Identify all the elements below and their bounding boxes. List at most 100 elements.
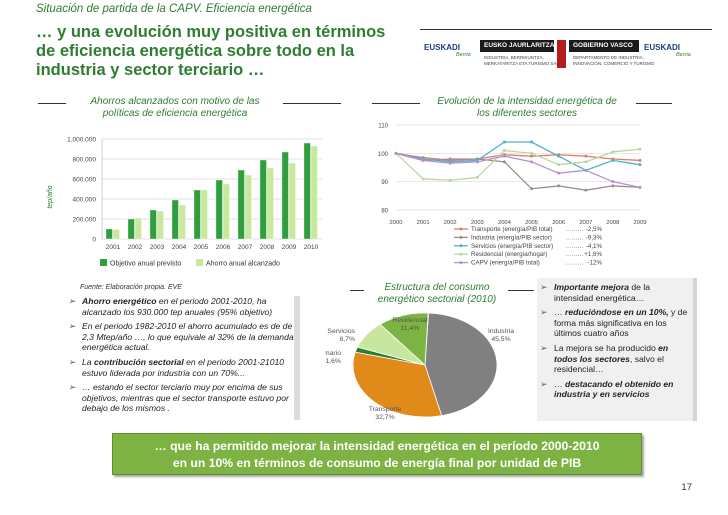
line-legend-label: CAPV (energía/PIB total): [471, 260, 540, 267]
arrow-bullet-icon: ➢: [68, 356, 76, 367]
line-series-4: [395, 152, 641, 188]
title-line-1: … y una evolución muy positiva en términ…: [36, 23, 386, 41]
line-section-title: Evolución de la intensidad energética de…: [420, 96, 634, 120]
bar-objetivo-2005: [193, 189, 201, 240]
pie-label-name: Industria: [488, 328, 514, 335]
line-xtick-label: 2006: [552, 220, 565, 226]
line-title-line-2: los diferentes sectores: [476, 108, 578, 119]
line-point: [530, 154, 534, 158]
bar-alcanzado-2005: [200, 189, 208, 240]
left-bullet-1-bold: Ahorro energético: [82, 296, 157, 306]
bar-objetivo-2010: [303, 142, 311, 240]
line-point: [448, 161, 452, 165]
intensity-line-chart: 80 90 100 110 2000 2001 2002 2003 2004 2005 2006 2…: [378, 124, 646, 267]
bar-alcanzado-2009: [288, 162, 296, 240]
logo-strip: EUSKADI Berria EUSKO JAURLARITZA INDUSTR…: [422, 38, 714, 82]
pie-title-line-1: Estructura del consumo: [384, 282, 490, 293]
bar-alcanzado-2001: [112, 229, 120, 240]
pie-label-name: Transporte: [369, 406, 402, 413]
euskadi-logo-right: EUSKADI: [644, 43, 681, 52]
bar-legend-label: Ahorro anual alcanzado: [206, 261, 280, 268]
line-xtick-label: 2001: [417, 220, 430, 226]
right-bullet-1: ➢ Importante mejora de la intensidad ener…: [540, 282, 690, 303]
arrow-bullet-icon: ➢: [68, 382, 76, 393]
title-line-3: industria y sector terciario …: [36, 61, 265, 79]
pie-label-name: Residencial: [392, 317, 428, 324]
line-point: [530, 140, 534, 144]
right-bullet-2: ➢ … reducióndose en un 10%, y de forma má…: [540, 307, 690, 339]
arrow-bullet-icon: ➢: [540, 378, 548, 389]
pie-label-name: Servicios: [327, 328, 355, 335]
right-bullet-4: ➢ … destacando el obtenido en industria y…: [540, 379, 690, 400]
line-point: [638, 147, 642, 151]
left-bullet-1: ➢ Ahorro energético en el periodo 2001-20…: [68, 296, 294, 317]
bar-source-note: Fuente: Elaboración propia. EVE: [80, 284, 182, 291]
gv-header-bar: [569, 40, 639, 52]
line-point: [530, 151, 534, 155]
line-legend-change: -12%: [588, 260, 603, 267]
line-legend-dots: ………: [565, 251, 584, 258]
line-point: [584, 154, 588, 158]
line-xtick-label: 2008: [606, 220, 619, 226]
bar-objetivo-2004: [171, 199, 179, 240]
line-point: [584, 160, 588, 164]
bar-title-rule-right: [283, 103, 341, 104]
arrow-bullet-icon: ➢: [68, 296, 76, 306]
ej-sub-2: MERKATARITZA ETA TURISMO SAILA: [484, 61, 564, 66]
bar-xtick-label: 2004: [172, 244, 187, 251]
right-bullet-panel: [537, 278, 697, 421]
left-bullet-2: ➢ En el periodo 1982-2010 el ahorro acum…: [68, 321, 294, 353]
line-point: [584, 168, 588, 172]
right-bullet-list: ➢ Importante mejora de la intensidad ener…: [540, 282, 690, 404]
bar-xtick-label: 2010: [304, 244, 319, 251]
line-legend-marker: [459, 261, 463, 265]
line-point: [638, 163, 642, 167]
gv-sub-2: INNOVACIÓN, COMERCIO Y TURISMO: [573, 61, 655, 66]
pie-label-name: Primario: [325, 350, 341, 357]
line-point: [611, 158, 615, 162]
line-point: [502, 154, 506, 158]
line-legend-dots: ………: [565, 260, 584, 267]
ej-logo-text: EUSKO JAURLARITZA: [484, 42, 555, 49]
bar-xtick-label: 2009: [282, 244, 297, 251]
bar-xtick-label: 2007: [238, 244, 253, 251]
right-bullet-1-bold: Importante mejora: [554, 282, 629, 292]
bar-xtick-label: 2005: [194, 244, 209, 251]
bar-alcanzado-2004: [178, 204, 186, 240]
conclusion-banner: … que ha permitido mejorar la intensidad…: [112, 433, 642, 475]
bar-xtick-label: 2002: [128, 244, 143, 251]
gv-sub-1: DEPARTAMENTO DE INDUSTRIA,: [573, 55, 644, 60]
bar-alcanzado-2003: [156, 210, 164, 240]
line-legend-label: Residencial (energía/hogar): [471, 251, 547, 258]
line-ytick-label: 110: [378, 124, 388, 130]
line-point: [394, 151, 398, 155]
euskadi-logo-right-sub: Berria: [676, 52, 691, 58]
ej-header-bar: [480, 40, 554, 52]
line-point: [584, 188, 588, 192]
line-point: [557, 171, 561, 175]
line-point: [502, 149, 506, 152]
line-point: [611, 184, 615, 188]
bar-ylabel: tep/año: [47, 185, 54, 208]
banner-line-1: … que ha permitido mejorar la intensidad…: [154, 439, 600, 453]
line-point: [421, 177, 425, 181]
pie-label-value: 1,6%: [326, 358, 342, 365]
line-legend-label: Servicios (energía/PIB sector): [471, 243, 553, 250]
bar-objetivo-2008: [259, 159, 267, 240]
bar-objetivo-2002: [127, 218, 135, 240]
line-series-3: [395, 148, 641, 181]
pie-slice-transporte: [352, 351, 443, 418]
line-point: [557, 154, 561, 158]
bar-ytick-label: 0: [92, 237, 96, 244]
line-xtick-label: 2007: [579, 220, 592, 226]
left-bullet-3-bold: contribución sectorial: [93, 356, 184, 367]
bar-legend-swatch: [196, 259, 203, 266]
left-bullet-1-text: en el periodo 2001-2010, ha alcanzado lo…: [82, 296, 273, 317]
pie-slice-industria: [424, 312, 498, 417]
pie-label-value: 45,5%: [491, 336, 510, 343]
right-bullet-3-text: , salvo el residencial…: [554, 353, 664, 375]
line-legend-change: -4,1%: [586, 243, 603, 250]
left-bullet-list: ➢ Ahorro energético en el periodo 2001-20…: [68, 296, 294, 418]
line-point: [557, 163, 561, 167]
